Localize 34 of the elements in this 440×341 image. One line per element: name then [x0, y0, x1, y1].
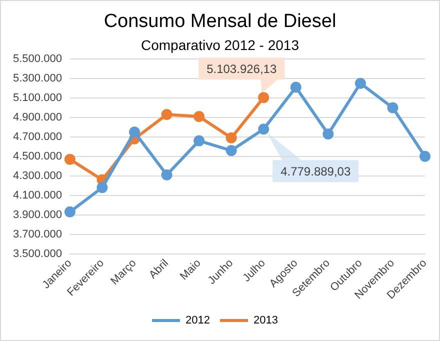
point [194, 110, 205, 122]
legend-label: 2013 [254, 314, 278, 327]
data-label: 5.103.926,13 [206, 62, 277, 76]
y-tick-label: 4.500.000 [13, 150, 62, 162]
point [387, 102, 398, 114]
y-tick-label: 4.100.000 [13, 189, 62, 202]
point [128, 126, 140, 138]
chart-subtitle: Comparativo 2012 - 2013 [140, 37, 300, 53]
point [420, 150, 430, 162]
y-tick-label: 5.300.000 [13, 72, 62, 85]
point [322, 128, 334, 140]
point [161, 109, 172, 120]
point [258, 124, 270, 135]
point [194, 135, 205, 146]
y-tick-label: 4.700.000 [13, 130, 62, 143]
chart-title: Consumo Mensal de Diesel [102, 11, 338, 33]
point [64, 154, 76, 165]
y-tick-label: 4.300.000 [13, 170, 62, 182]
legend-label: 2012 [186, 314, 210, 327]
y-tick-label: 4.900.000 [13, 111, 62, 124]
y-tick-label: 3.500.000 [13, 248, 62, 260]
point [161, 169, 172, 180]
y-tick-label: 5.100.000 [13, 92, 62, 104]
point [354, 78, 366, 89]
y-tick-label: 3.900.000 [13, 208, 62, 221]
point [226, 145, 237, 156]
y-tick-label: 3.700.000 [13, 228, 62, 240]
point [96, 182, 108, 194]
point [226, 132, 237, 144]
y-tick-label: 5.500.000 [13, 53, 62, 66]
point [258, 92, 270, 104]
point [64, 206, 76, 218]
data-label: 4.779.889,03 [280, 164, 351, 178]
point [290, 82, 302, 93]
